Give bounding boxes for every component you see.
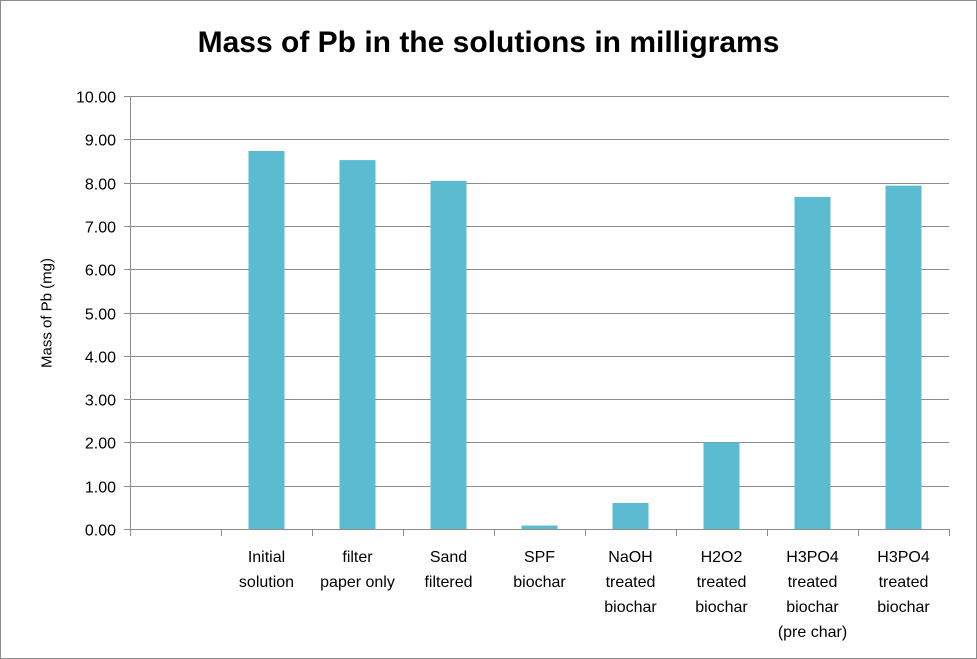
bar	[430, 180, 467, 530]
x-category-label: biochar	[604, 599, 657, 616]
y-tick-label: 10.00	[76, 90, 116, 107]
bar	[248, 150, 285, 529]
y-tick-label: 0.00	[85, 523, 116, 540]
x-category-label: treated	[606, 574, 656, 591]
y-tick-label: 5.00	[85, 307, 116, 324]
y-tick-label: 3.00	[85, 393, 116, 410]
x-category-label: Initial	[248, 549, 285, 566]
bar	[703, 442, 740, 529]
y-tick-label: 1.00	[85, 480, 116, 497]
x-category-label: H3PO4	[877, 549, 930, 566]
x-category-label: H2O2	[701, 549, 743, 566]
y-tick-label: 9.00	[85, 133, 116, 150]
x-category-label: treated	[788, 574, 838, 591]
x-category-label: SPF	[524, 549, 555, 566]
x-category-label: biochar	[513, 574, 566, 591]
x-category-label: biochar	[877, 599, 930, 616]
y-tick-label: 6.00	[85, 263, 116, 280]
x-category-label: Sand	[430, 549, 467, 566]
bar	[885, 185, 922, 530]
bar	[612, 503, 649, 529]
bar	[339, 160, 376, 530]
x-category-label: filter	[342, 549, 373, 566]
x-category-label: treated	[879, 574, 929, 591]
y-tick-label: 7.00	[85, 220, 116, 237]
y-tick-label: 8.00	[85, 177, 116, 194]
x-category-label: treated	[697, 574, 747, 591]
y-tick-label: 4.00	[85, 350, 116, 367]
x-category-label: (pre char)	[778, 624, 847, 641]
bar	[794, 196, 831, 529]
y-tick-label: 2.00	[85, 436, 116, 453]
x-category-label: NaOH	[608, 549, 652, 566]
bar	[521, 525, 558, 529]
x-category-label: H3PO4	[786, 549, 839, 566]
x-category-label: paper only	[320, 574, 395, 591]
x-category-label: biochar	[695, 599, 748, 616]
x-category-label: solution	[239, 574, 294, 591]
x-category-label: biochar	[786, 599, 839, 616]
chart-title: Mass of Pb in the solutions in milligram…	[197, 26, 780, 59]
x-category-label: filtered	[424, 574, 472, 591]
